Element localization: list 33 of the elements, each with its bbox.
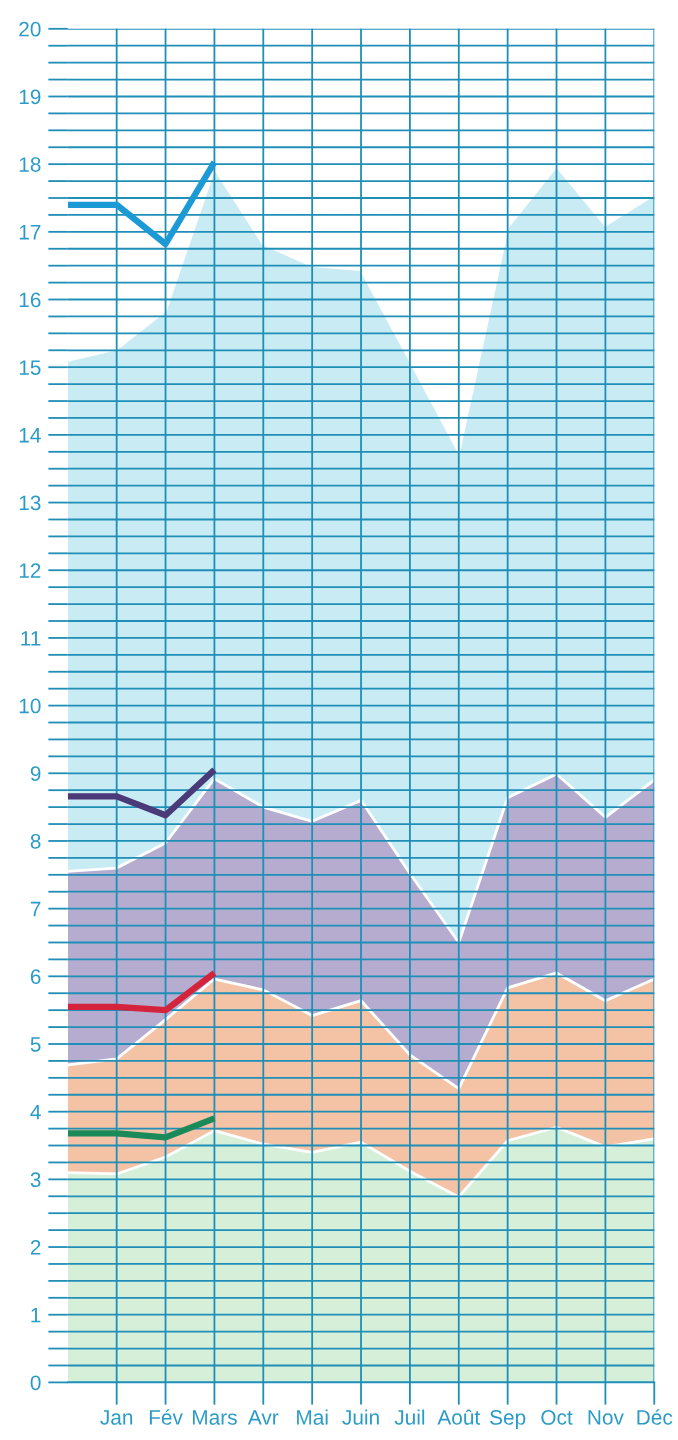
y-tick-label: 9: [30, 766, 41, 782]
y-tick-label: 20: [19, 21, 41, 37]
y-tick-label: 0: [30, 1375, 41, 1391]
x-tick-label: Mars: [192, 1410, 237, 1425]
y-tick-label: 13: [19, 495, 41, 511]
x-tick-label: Oct: [541, 1410, 573, 1425]
x-tick-label: Avr: [247, 1410, 279, 1425]
x-tick-label: Juin: [342, 1409, 379, 1425]
x-tick-label: Nov: [588, 1410, 624, 1425]
y-tick-label: 17: [19, 225, 41, 240]
y-tick-label: 18: [19, 157, 41, 172]
y-tick-label: 8: [30, 833, 41, 849]
x-tick-label: Déc: [637, 1409, 673, 1425]
y-tick-label: 5: [30, 1037, 41, 1052]
y-tick-label: 2: [30, 1240, 41, 1255]
y-tick-label: 1: [31, 1307, 41, 1323]
y-tick-label: 3: [30, 1172, 41, 1188]
y-tick-label: 14: [19, 428, 41, 443]
x-tick-label: Jan: [100, 1410, 133, 1425]
y-tick-label: 7: [30, 901, 41, 917]
x-tick-label: Mai: [297, 1409, 328, 1425]
y-tick-label: 16: [19, 292, 41, 308]
x-tick-label: Juil: [394, 1409, 425, 1425]
y-tick-label: 19: [19, 89, 41, 105]
x-tick-label: Août: [437, 1409, 481, 1425]
x-tick-label: Fév: [149, 1409, 183, 1425]
y-tick-label: 15: [19, 360, 41, 375]
y-tick-label: 11: [21, 631, 41, 646]
y-tick-label: 4: [30, 1104, 41, 1120]
y-tick-label: 10: [19, 698, 41, 714]
x-tick-label: Sep: [490, 1410, 526, 1429]
y-tick-label: 6: [30, 969, 41, 985]
y-tick-label: 12: [19, 563, 41, 578]
